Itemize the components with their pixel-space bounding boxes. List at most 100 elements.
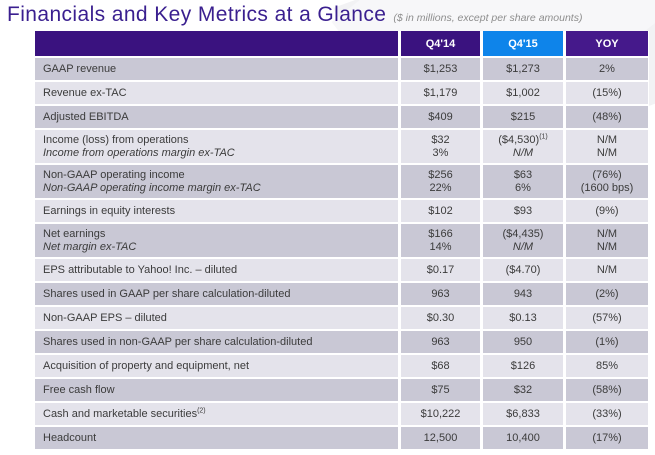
- yoy-value-cell: (58%): [566, 379, 648, 401]
- metric-label-cell: Income (loss) from operations Income fro…: [35, 130, 398, 163]
- metric-label-cell: Non-GAAP operating income Non-GAAP opera…: [35, 165, 398, 198]
- table-row: EPS attributable to Yahoo! Inc. – dilute…: [35, 259, 649, 281]
- q415-value: $126: [510, 359, 536, 372]
- q414-value: $0.30: [426, 311, 455, 324]
- q414-subvalue: 22%: [429, 181, 452, 194]
- metric-label: Acquisition of property and equipment, n…: [43, 359, 250, 372]
- yoy-value: (33%): [592, 407, 622, 420]
- yoy-value-cell: (57%): [566, 307, 648, 329]
- q414-value: $1,253: [423, 62, 458, 75]
- q415-value: ($4,435): [502, 227, 544, 240]
- table-row: GAAP revenue $1,253 $1,273 2%: [35, 58, 649, 80]
- q414-value: $10,222: [420, 407, 461, 420]
- metric-sublabel: Income from operations margin ex-TAC: [43, 146, 235, 159]
- table-row: Net earnings Net margin ex-TAC $166 14% …: [35, 224, 649, 257]
- q415-value: $32: [513, 383, 533, 396]
- metric-label-cell: Shares used in GAAP per share calculatio…: [35, 283, 398, 305]
- table-row: Headcount 12,500 10,400 (17%): [35, 427, 649, 449]
- metric-label-cell: Acquisition of property and equipment, n…: [35, 355, 398, 377]
- metric-label-cell: Adjusted EBITDA: [35, 106, 398, 128]
- q414-value-cell: $75: [401, 379, 480, 401]
- yoy-value-cell: N/M N/M: [566, 130, 648, 163]
- metric-label: EPS attributable to Yahoo! Inc. – dilute…: [43, 263, 238, 276]
- metric-label: Free cash flow: [43, 383, 115, 396]
- yoy-value: (76%): [592, 168, 622, 181]
- yoy-value-cell: 85%: [566, 355, 648, 377]
- yoy-value: N/M: [596, 133, 618, 146]
- metric-label: Revenue ex-TAC: [43, 86, 127, 99]
- q414-subvalue: 3%: [432, 146, 449, 159]
- q414-value: 963: [431, 287, 450, 300]
- table-row: Earnings in equity interests $102 $93 (9…: [35, 200, 649, 222]
- q415-value-cell: $93: [483, 200, 563, 222]
- metric-label: Adjusted EBITDA: [43, 110, 129, 123]
- q415-value-cell: 950: [483, 331, 563, 353]
- table-row: Free cash flow $75 $32 (58%): [35, 379, 649, 401]
- metric-label-cell: Shares used in non-GAAP per share calcul…: [35, 331, 398, 353]
- footnote-marker: (1): [539, 132, 548, 140]
- metric-label: Headcount: [43, 431, 97, 444]
- q414-value: $32: [431, 133, 450, 146]
- q415-subvalue: N/M: [512, 146, 534, 159]
- q414-value: $256: [428, 168, 453, 181]
- yoy-value-cell: (76%) (1600 bps): [566, 165, 648, 198]
- q415-value: $0.13: [509, 311, 537, 324]
- yoy-value: N/M: [596, 227, 618, 240]
- table-row: Adjusted EBITDA $409 $215 (48%): [35, 106, 649, 128]
- header-metric-cell: [35, 31, 398, 56]
- yoy-value: (1%): [595, 335, 619, 348]
- q415-value: $1,273: [506, 62, 540, 75]
- q415-value: 943: [513, 287, 533, 300]
- q414-value: $1,179: [423, 86, 458, 99]
- yoy-subvalue: N/M: [596, 240, 618, 253]
- yoy-value-cell: 2%: [566, 58, 648, 80]
- table-row: Shares used in GAAP per share calculatio…: [35, 283, 649, 305]
- yoy-value-cell: (48%): [566, 106, 648, 128]
- metric-sublabel: Net margin ex-TAC: [43, 240, 137, 253]
- metric-label: Non-GAAP EPS – diluted: [43, 311, 167, 324]
- q415-value-cell: $32: [483, 379, 563, 401]
- yoy-value-cell: N/M N/M: [566, 224, 648, 257]
- yoy-value-cell: (9%): [566, 200, 648, 222]
- table-row: Income (loss) from operations Income fro…: [35, 130, 649, 163]
- q415-value: 950: [513, 335, 533, 348]
- q414-value-cell: $102: [401, 200, 480, 222]
- q415-value-cell: 10,400: [483, 427, 563, 449]
- metric-label-cell: Free cash flow: [35, 379, 398, 401]
- q414-value-cell: 12,500: [401, 427, 480, 449]
- metric-label: Earnings in equity interests: [43, 204, 176, 217]
- q415-value-cell: ($4,435) N/M: [483, 224, 563, 257]
- financials-table: Q4'14 Q4'15 YOY GAAP revenue $1,253 $1,2…: [35, 31, 649, 449]
- table-row: Shares used in non-GAAP per share calcul…: [35, 331, 649, 353]
- metric-label: Cash and marketable securities: [43, 407, 198, 420]
- q414-value-cell: $1,179: [401, 82, 480, 104]
- q415-value: ($4.70): [505, 263, 541, 276]
- yoy-value: (48%): [592, 110, 622, 123]
- q414-value-cell: $0.17: [401, 259, 480, 281]
- metric-label-cell: Net earnings Net margin ex-TAC: [35, 224, 398, 257]
- metric-label-cell: Revenue ex-TAC: [35, 82, 398, 104]
- q414-value-cell: $0.30: [401, 307, 480, 329]
- yoy-value: (58%): [592, 383, 622, 396]
- q415-value: $93: [513, 204, 533, 217]
- header-q414-cell: Q4'14: [401, 31, 480, 56]
- metric-label-cell: EPS attributable to Yahoo! Inc. – dilute…: [35, 259, 398, 281]
- q415-value-cell: ($4,530)(1) N/M: [483, 130, 563, 163]
- q414-value-cell: $409: [401, 106, 480, 128]
- q415-value: $1,002: [506, 86, 540, 99]
- q415-subvalue: 6%: [515, 181, 531, 194]
- q415-value-cell: $0.13: [483, 307, 563, 329]
- header-yoy-cell: YOY: [566, 31, 648, 56]
- yoy-value-cell: (33%): [566, 403, 648, 425]
- metric-label: Net earnings: [43, 227, 106, 240]
- metric-label-cell: Earnings in equity interests: [35, 200, 398, 222]
- q415-value-cell: $6,833: [483, 403, 563, 425]
- metric-label: GAAP revenue: [43, 62, 117, 75]
- q415-value-cell: 943: [483, 283, 563, 305]
- yoy-value: (9%): [595, 204, 619, 217]
- yoy-value-cell: (2%): [566, 283, 648, 305]
- q414-value: $68: [431, 359, 450, 372]
- yoy-value: 85%: [595, 359, 619, 372]
- table-row: Non-GAAP EPS – diluted $0.30 $0.13 (57%): [35, 307, 649, 329]
- metric-label: Shares used in GAAP per share calculatio…: [43, 287, 291, 300]
